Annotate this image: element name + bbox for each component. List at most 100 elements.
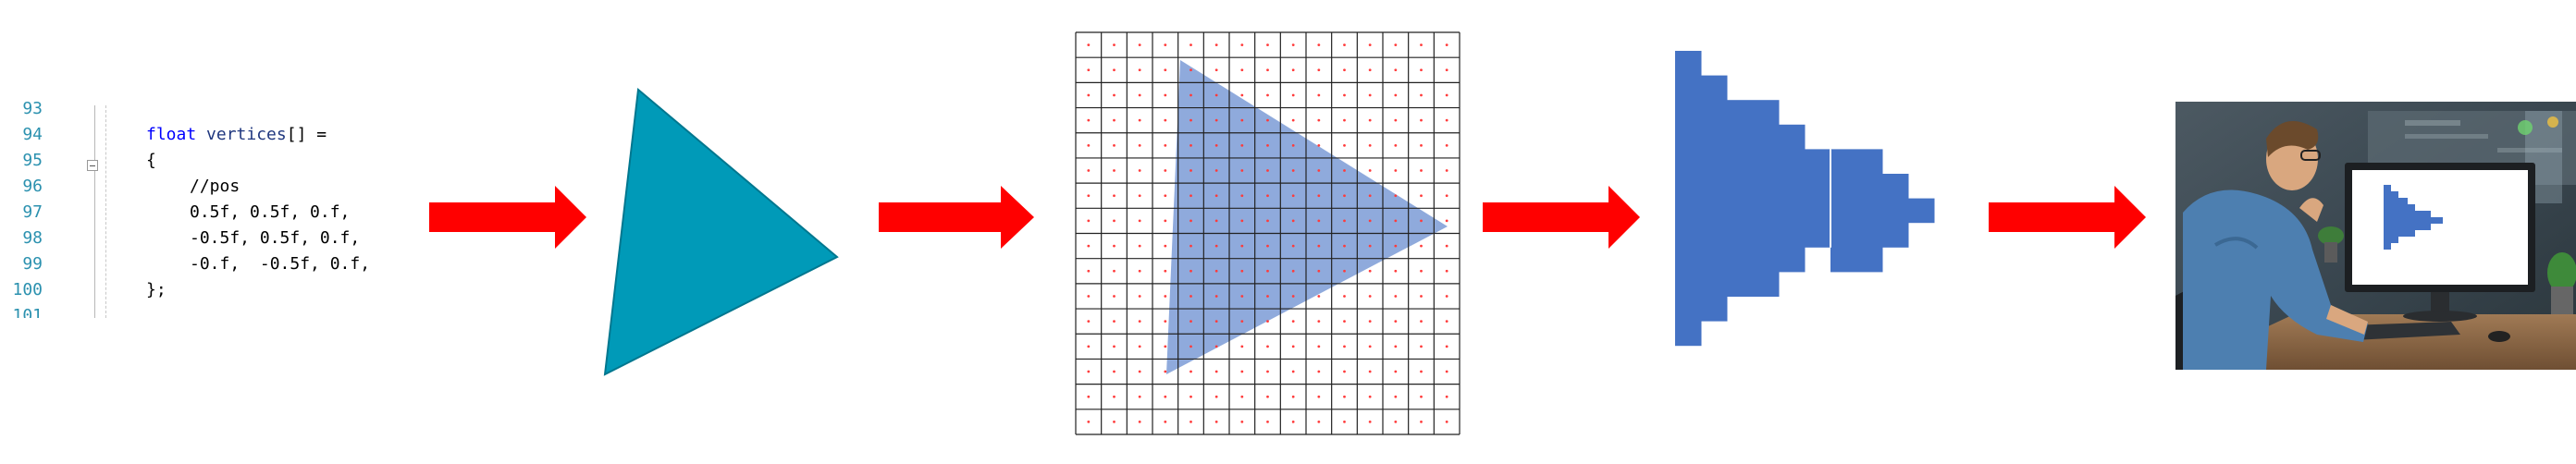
line-number: 101: [12, 306, 43, 318]
sample-point: [1445, 244, 1448, 248]
sample-point: [1317, 43, 1321, 46]
sample-point: [1420, 219, 1423, 223]
sample-point: [1291, 219, 1295, 223]
code-punctuation: [] =: [286, 125, 327, 144]
code-line: 95 {: [0, 148, 407, 174]
sample-point: [1420, 421, 1423, 423]
grid-triangle-overlay: [1166, 60, 1448, 374]
sample-point: [1266, 93, 1269, 97]
sample-point: [1189, 43, 1192, 46]
sample-point: [1368, 43, 1372, 46]
sample-point: [1164, 219, 1167, 223]
code-text: -0.5f, 0.5f, 0.f,: [190, 228, 361, 248]
sample-point: [1394, 118, 1398, 122]
sample-point: [1445, 194, 1448, 198]
sample-point: [1343, 194, 1346, 198]
person-hair: [2266, 121, 2319, 157]
sample-point: [1214, 43, 1218, 46]
sample-point: [1445, 93, 1448, 97]
sample-point: [1394, 194, 1398, 198]
arrow-right-icon: [1989, 186, 2146, 249]
sample-point: [1445, 395, 1448, 398]
sample-point: [1420, 269, 1423, 273]
sample-point: [1317, 194, 1321, 198]
sample-point: [1368, 345, 1372, 348]
sample-point: [1266, 421, 1269, 423]
sample-point: [1164, 320, 1167, 324]
sample-point: [1266, 68, 1269, 72]
sample-point: [1394, 421, 1398, 423]
sample-point: [1394, 345, 1398, 348]
sample-point: [1138, 395, 1141, 398]
sample-point: [1214, 143, 1218, 147]
sample-point: [1164, 370, 1167, 373]
sample-point: [1291, 68, 1295, 72]
raster-grid: [1075, 31, 1461, 435]
sample-point: [1317, 118, 1321, 122]
sample-point: [1138, 320, 1141, 324]
sample-point: [1266, 295, 1269, 298]
code-line: 94 float vertices[] =: [0, 122, 407, 148]
sample-point: [1214, 269, 1218, 273]
sample-point: [1266, 269, 1269, 273]
sample-point: [1189, 244, 1192, 248]
sample-point: [1343, 244, 1346, 248]
sample-point: [1266, 143, 1269, 147]
sample-point: [1445, 143, 1448, 147]
line-number: 93: [22, 99, 43, 118]
sample-point: [1113, 93, 1115, 97]
raster-step: [1779, 124, 1806, 273]
sample-point: [1189, 68, 1192, 72]
sample-point: [1317, 421, 1321, 423]
sample-point: [1087, 143, 1091, 147]
code-text: -0.f, -0.5f, 0.f,: [190, 254, 371, 274]
sample-point: [1291, 169, 1295, 172]
sample-point: [1189, 370, 1192, 373]
sample-point: [1138, 244, 1141, 248]
sample-point: [1214, 370, 1218, 373]
sample-point: [1087, 421, 1091, 423]
sample-point: [1394, 244, 1398, 248]
sample-point: [1138, 143, 1141, 147]
sample-point: [1113, 269, 1115, 273]
rasterized-shape: [1675, 51, 1935, 347]
sample-point: [1420, 68, 1423, 72]
sample-point: [1317, 93, 1321, 97]
sample-point: [1214, 93, 1218, 97]
sample-point: [1445, 370, 1448, 373]
code-line: 97 0.5f, 0.5f, 0.f,: [0, 200, 407, 226]
sample-point: [1368, 395, 1372, 398]
sample-point: [1113, 219, 1115, 223]
code-line: 100 };: [0, 277, 407, 303]
sample-point: [1291, 93, 1295, 97]
sample-point: [1317, 269, 1321, 273]
sample-point: [1240, 93, 1244, 97]
sample-point: [1138, 194, 1141, 198]
collapse-icon[interactable]: [87, 160, 98, 171]
sample-point: [1087, 219, 1091, 223]
sample-point: [1266, 244, 1269, 248]
sample-point: [1138, 169, 1141, 172]
code-line: 99 -0.f, -0.5f, 0.f,: [0, 251, 407, 277]
code-snippet: 93 94 float vertices[] = 95 { 96 //pos 9…: [0, 96, 407, 318]
sample-point: [1291, 370, 1295, 373]
sample-point: [1420, 43, 1423, 46]
sample-point: [1113, 194, 1115, 198]
arrow-right-icon: [879, 186, 1034, 249]
sample-point: [1394, 219, 1398, 223]
sample-point: [1138, 219, 1141, 223]
raster-step: [1701, 75, 1728, 322]
sample-point: [1394, 68, 1398, 72]
sample-point: [1317, 244, 1321, 248]
sample-point: [1164, 93, 1167, 97]
sample-point: [1189, 295, 1192, 298]
sample-point: [1113, 345, 1115, 348]
raster-step: [1675, 51, 1702, 347]
sample-point: [1240, 143, 1244, 147]
line-number: 96: [22, 177, 43, 196]
sample-point: [1189, 219, 1192, 223]
raster-step: [1908, 198, 1935, 224]
sample-point: [1420, 169, 1423, 172]
sample-point: [1087, 93, 1091, 97]
arrow-right-icon: [429, 186, 586, 249]
